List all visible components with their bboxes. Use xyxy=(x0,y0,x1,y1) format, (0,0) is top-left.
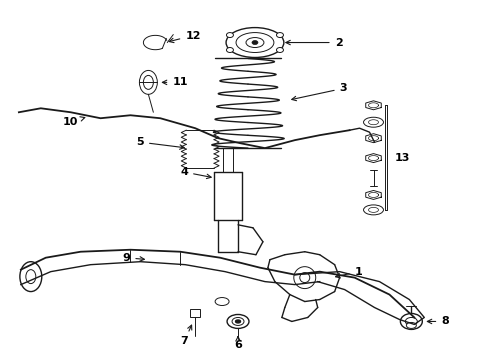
Ellipse shape xyxy=(236,320,241,323)
Text: 6: 6 xyxy=(234,337,242,350)
Text: 10: 10 xyxy=(63,117,85,127)
Ellipse shape xyxy=(226,48,233,53)
Ellipse shape xyxy=(406,323,416,328)
Ellipse shape xyxy=(252,41,258,45)
Text: 1: 1 xyxy=(336,267,362,278)
Text: 12: 12 xyxy=(169,31,201,42)
Text: 11: 11 xyxy=(162,77,188,87)
Text: 7: 7 xyxy=(180,325,192,346)
Ellipse shape xyxy=(276,32,284,37)
Text: 9: 9 xyxy=(122,253,145,263)
Ellipse shape xyxy=(276,48,284,53)
Text: 3: 3 xyxy=(292,84,347,101)
Text: 13: 13 xyxy=(394,153,410,163)
Text: 8: 8 xyxy=(427,316,449,327)
Text: 4: 4 xyxy=(180,167,211,179)
Ellipse shape xyxy=(226,32,233,37)
Text: 5: 5 xyxy=(136,137,184,149)
Text: 2: 2 xyxy=(286,37,343,48)
